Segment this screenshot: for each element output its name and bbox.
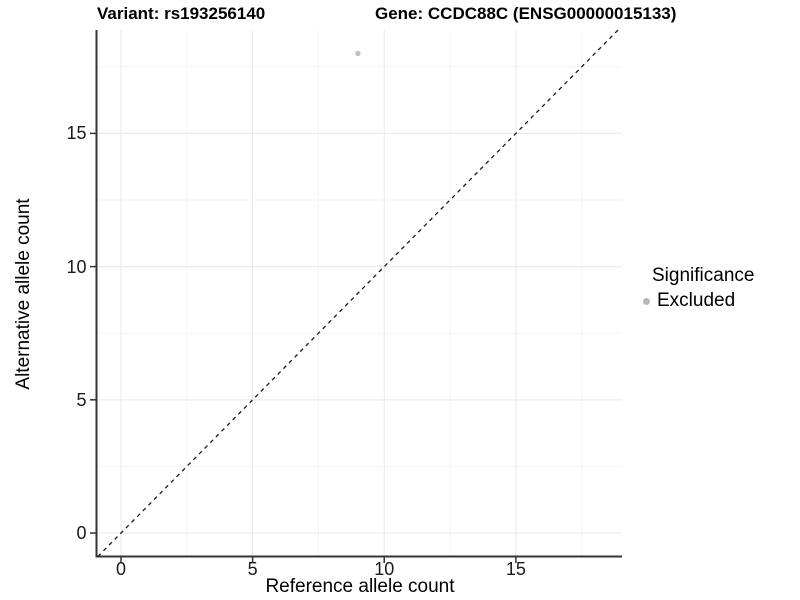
legend-title: Significance (652, 265, 755, 286)
x-tick-label: 0 (115, 559, 126, 579)
legend: Significance Excluded (637, 265, 754, 312)
x-axis-title: Reference allele count (265, 576, 455, 597)
x-tick-label: 5 (247, 559, 258, 579)
y-tick-label: 10 (66, 256, 87, 277)
data-point (355, 50, 361, 57)
plot-title-variant: Variant: rs193256140 (97, 4, 266, 23)
legend-key-box (637, 292, 655, 310)
excluded-point-icon (642, 297, 650, 305)
y-tick-label: 5 (76, 389, 87, 410)
legend-entry-excluded: Excluded (637, 290, 754, 312)
axis-line (95, 30, 622, 558)
y-axis-title: Alternative allele count (13, 198, 34, 390)
y-tick-label: 15 (66, 123, 87, 144)
plot-title-gene: Gene: CCDC88C (ENSG00000015133) (375, 4, 677, 23)
y-tick-label: 0 (76, 523, 87, 544)
x-tick-label: 15 (505, 559, 526, 579)
identity-dashed-line (97, 29, 619, 557)
x-tick-label: 10 (374, 559, 395, 579)
legend-entry-label: Excluded (657, 290, 736, 311)
